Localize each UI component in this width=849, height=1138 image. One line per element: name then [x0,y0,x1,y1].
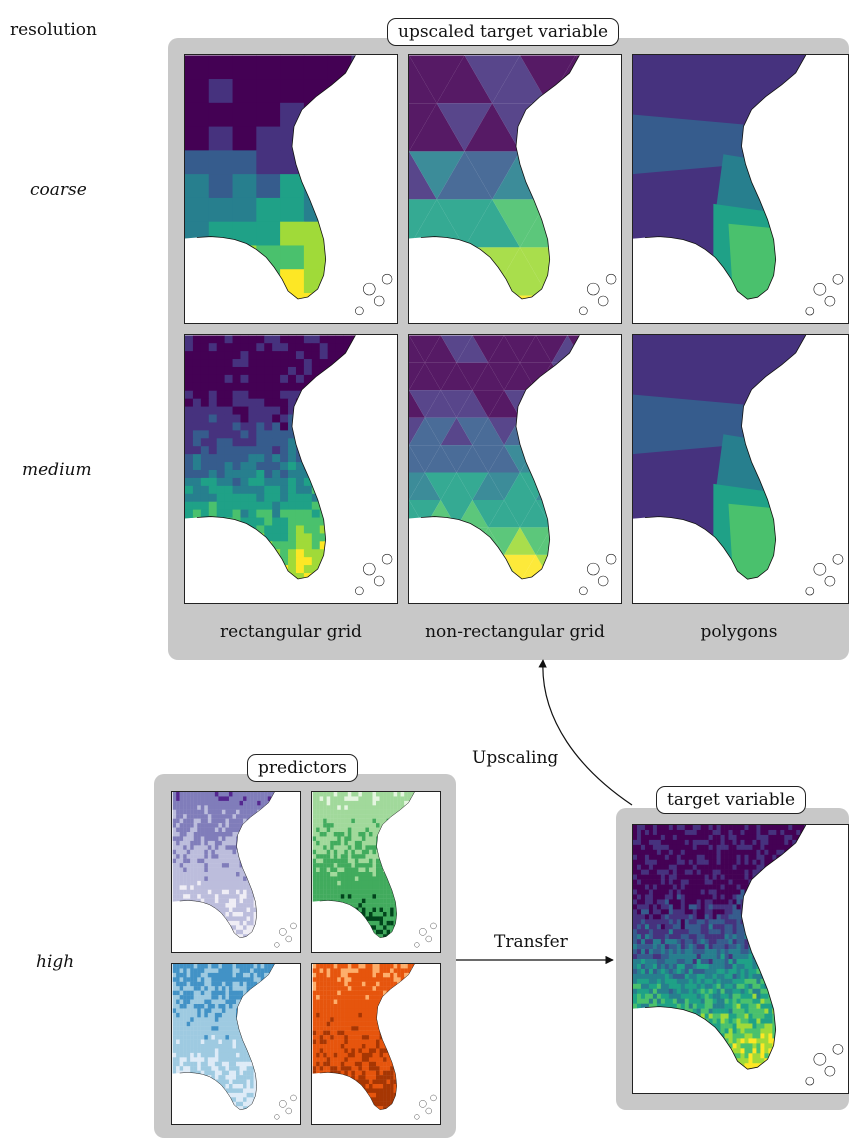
row-label-coarse: coarse [30,180,87,200]
map-predictor-oranges [312,964,437,1120]
map-panel-predictor-1 [171,791,301,953]
column-label-polygons: polygons [700,622,778,642]
row-label-high: high [36,952,75,972]
map-panel-target [632,824,849,1094]
map-panel-coarse-polygons [632,54,849,324]
map-medium-nonrect [409,335,617,596]
upscaled-group-title: upscaled target variable [387,18,620,46]
map-predictor-purples [172,792,297,948]
map-coarse-rectangular [185,55,393,316]
map-medium-rectangular [185,335,393,596]
map-panel-coarse-nonrect [408,54,622,324]
upscaling-arrow [538,659,633,806]
map-panel-medium-rectangular [184,334,398,604]
map-coarse-nonrect [409,55,617,316]
column-label-rectangular: rectangular grid [220,622,362,642]
transfer-label: Transfer [494,932,568,952]
map-medium-polygons [633,335,844,596]
map-predictor-blues [172,964,297,1120]
resolution-header: resolution [10,20,97,40]
map-coarse-polygons [633,55,844,316]
map-panel-medium-polygons [632,334,849,604]
column-label-nonrect: non-rectangular grid [425,622,605,642]
predictors-group-title: predictors [247,754,358,782]
map-panel-predictor-4 [311,963,441,1125]
map-target-high [633,825,844,1086]
map-panel-predictor-3 [171,963,301,1125]
row-label-medium: medium [22,460,92,480]
map-panel-medium-nonrect [408,334,622,604]
map-panel-coarse-rectangular [184,54,398,324]
upscaling-label: Upscaling [472,748,559,768]
map-panel-predictor-2 [311,791,441,953]
target-group-title: target variable [656,786,807,814]
map-predictor-greens [312,792,437,948]
